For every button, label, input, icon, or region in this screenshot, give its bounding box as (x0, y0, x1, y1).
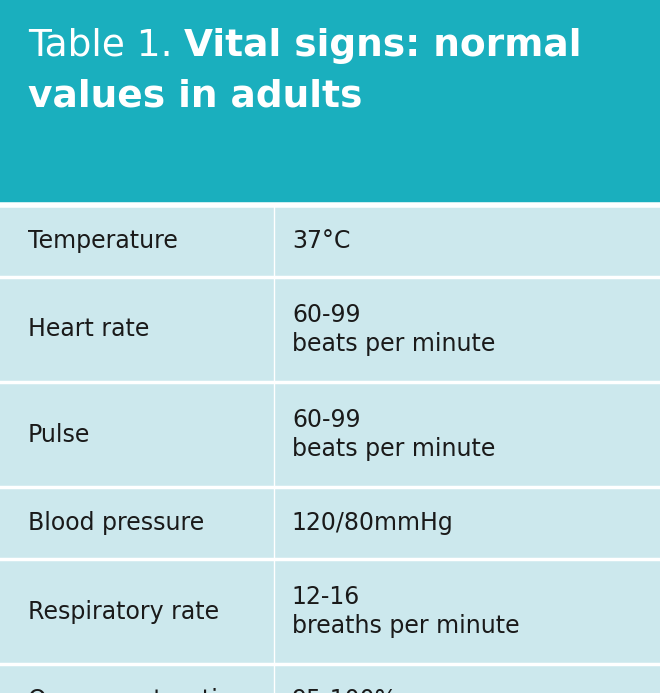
Text: 60-99: 60-99 (292, 408, 360, 432)
Text: Blood pressure: Blood pressure (28, 511, 204, 535)
Text: beats per minute: beats per minute (292, 332, 495, 356)
Text: values in adults: values in adults (28, 78, 362, 114)
Text: breaths per minute: breaths per minute (292, 614, 519, 638)
Text: 120/80mmHg: 120/80mmHg (292, 511, 453, 535)
Text: beats per minute: beats per minute (292, 437, 495, 461)
Text: 95-100%: 95-100% (292, 688, 398, 693)
Text: Respiratory rate: Respiratory rate (28, 599, 219, 624)
Text: 12-16: 12-16 (292, 586, 360, 609)
Text: Pulse: Pulse (28, 423, 90, 446)
Text: Oxygen saturation: Oxygen saturation (28, 688, 248, 693)
Text: 37°C: 37°C (292, 229, 350, 253)
Text: Table 1.: Table 1. (28, 28, 184, 64)
Text: Heart rate: Heart rate (28, 317, 149, 342)
Text: Temperature: Temperature (28, 229, 178, 253)
Bar (0, 205, 660, 693)
Text: Vital signs: normal: Vital signs: normal (184, 28, 582, 64)
Text: 60-99: 60-99 (292, 304, 360, 327)
Bar (0, 0, 660, 205)
